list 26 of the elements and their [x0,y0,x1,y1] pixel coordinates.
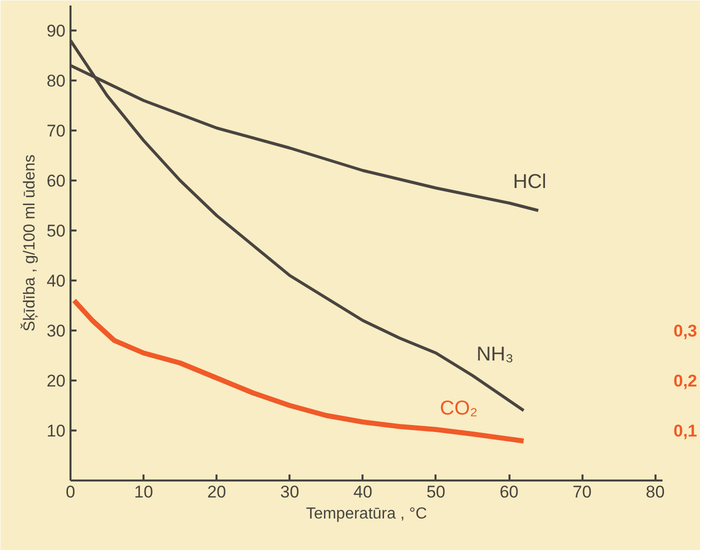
x-tick-label: 70 [572,482,592,502]
series-label: NH₃ [476,344,514,366]
x-tick-label: 50 [426,482,446,502]
x-tick-label: 40 [353,482,372,502]
y-axis-title: Šķīdība , g/100 ml ūdens [20,154,39,332]
x-tick-label: 20 [207,482,226,502]
y2-tick-label: 0,3 [674,322,698,340]
y2-tick-label: 0,1 [674,422,698,440]
y-tick-label: 30 [46,322,66,340]
y-tick-label: 70 [46,122,66,140]
x-tick-label: 30 [280,482,300,502]
x-tick-label: 0 [66,482,76,502]
y-tick-label: 60 [46,172,66,190]
x-tick-label: 60 [500,482,518,502]
y-tick-label: 90 [46,22,66,40]
series-label: CO₂ [440,398,478,420]
x-axis-title: Temperatūra , °C [306,506,428,522]
y-tick-label: 40 [46,272,66,290]
x-tick-label: 80 [646,482,665,502]
y-tick-label: 20 [46,372,66,390]
series-label: HCl [513,171,546,193]
y-tick-label: 10 [46,422,66,440]
y2-tick-label: 0,2 [674,372,698,390]
y-tick-label: 80 [46,72,66,90]
x-tick-label: 10 [134,482,154,502]
y-tick-label: 50 [46,222,66,240]
